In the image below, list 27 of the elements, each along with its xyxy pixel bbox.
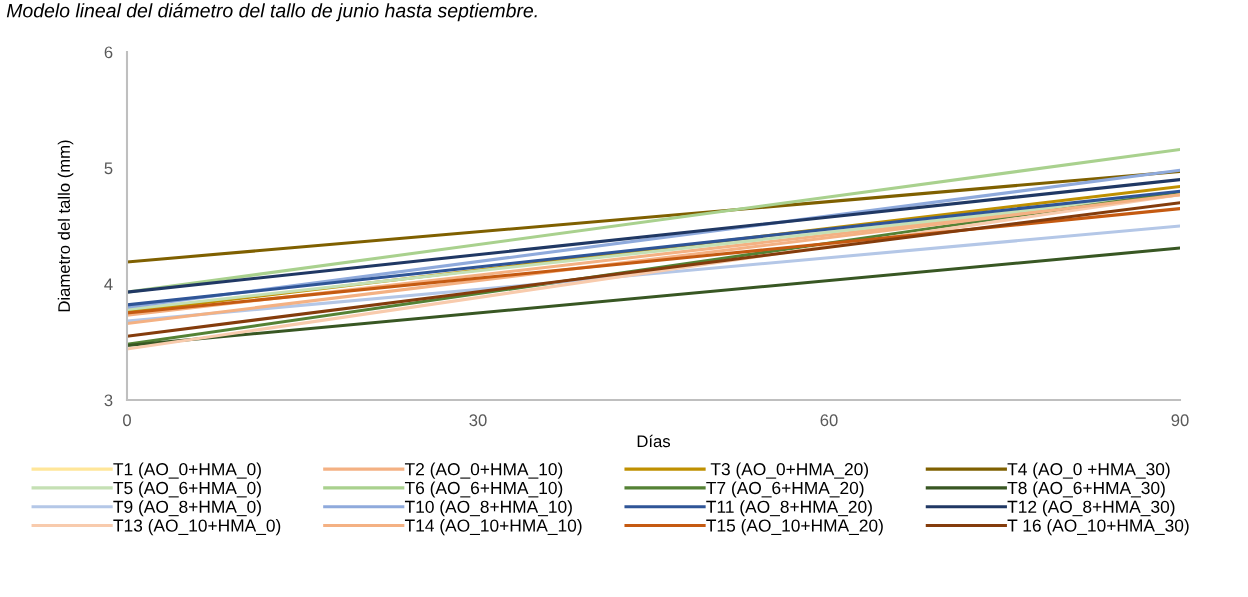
x-axis-title: Días [637,434,671,448]
legend-label: T5 (AO_6+HMA_0) [113,481,261,498]
legend-label: T15 (AO_10+HMA_20) [706,518,883,536]
legend-label: T13 (AO_10+HMA_0) [113,518,281,536]
x-tick-label: 0 [123,414,131,427]
y-tick-label: 4 [104,278,113,291]
legend-label: T12 (AO_8+HMA_30) [1007,500,1175,517]
legend-label: T2 (AO_0+HMA_10) [404,462,563,479]
legend-label: T9 (AO_8+HMA_0) [113,500,261,517]
legend-label: T 16 (AO_10+HMA_30) [1007,518,1189,536]
legend-label: T10 (AO_8+HMA_10) [404,500,572,517]
legend-label: T8 (AO_6+HMA_30) [1007,481,1165,498]
x-tick-label: 60 [820,414,838,427]
y-axis-title: Diametro del tallo (mm) [57,140,74,312]
legend-label: T11 (AO_8+HMA_20) [706,500,872,517]
legend-label: T14 (AO_10+HMA_10) [404,518,582,536]
x-tick-label: 30 [469,414,487,427]
legend-label: T7 (AO_6+HMA_20) [706,481,864,498]
legend-label: T3 (AO_0+HMA_20) [710,462,869,479]
y-tick-label: 5 [104,162,113,175]
y-tick-label: 6 [104,46,113,59]
legend-label: T6 (AO_6+HMA_10) [404,481,563,498]
chart-title: Modelo lineal del diámetro del tallo de junio hasta septiembre. [6,2,537,22]
legend-label: T4 (AO_0 +HMA_30) [1007,462,1170,479]
legend-label: T1 (AO_0+HMA_0) [113,462,261,479]
x-tick-label: 90 [1171,414,1189,427]
y-tick-label: 3 [104,394,113,407]
